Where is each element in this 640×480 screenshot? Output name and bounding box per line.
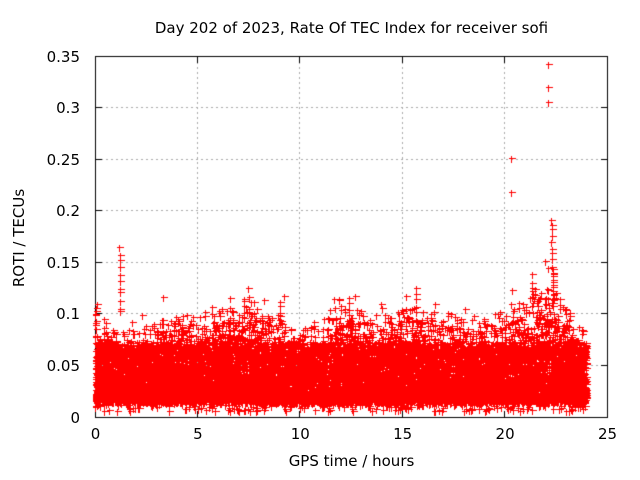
y-tick-label: 0 <box>70 408 80 427</box>
x-tick-label: 10 <box>290 425 310 443</box>
y-tick-label: 0.05 <box>46 356 80 375</box>
y-tick-label: 0.25 <box>46 150 80 169</box>
x-tick-label: 5 <box>193 425 203 443</box>
y-tick-label: 0.15 <box>46 253 80 272</box>
y-tick-label: 0.3 <box>56 99 80 118</box>
chart-title: Day 202 of 2023, Rate Of TEC Index for r… <box>154 19 549 37</box>
x-tick-label: 15 <box>393 425 413 443</box>
x-tick-label: 25 <box>597 425 618 443</box>
y-tick-label: 0.2 <box>56 202 80 221</box>
x-tick-label: 0 <box>90 425 101 443</box>
y-tick-label: 0.1 <box>56 305 80 324</box>
x-tick-label: 20 <box>495 425 515 443</box>
y-tick-label: 0.35 <box>46 47 80 66</box>
x-axis-label: GPS time / hours <box>288 452 415 470</box>
